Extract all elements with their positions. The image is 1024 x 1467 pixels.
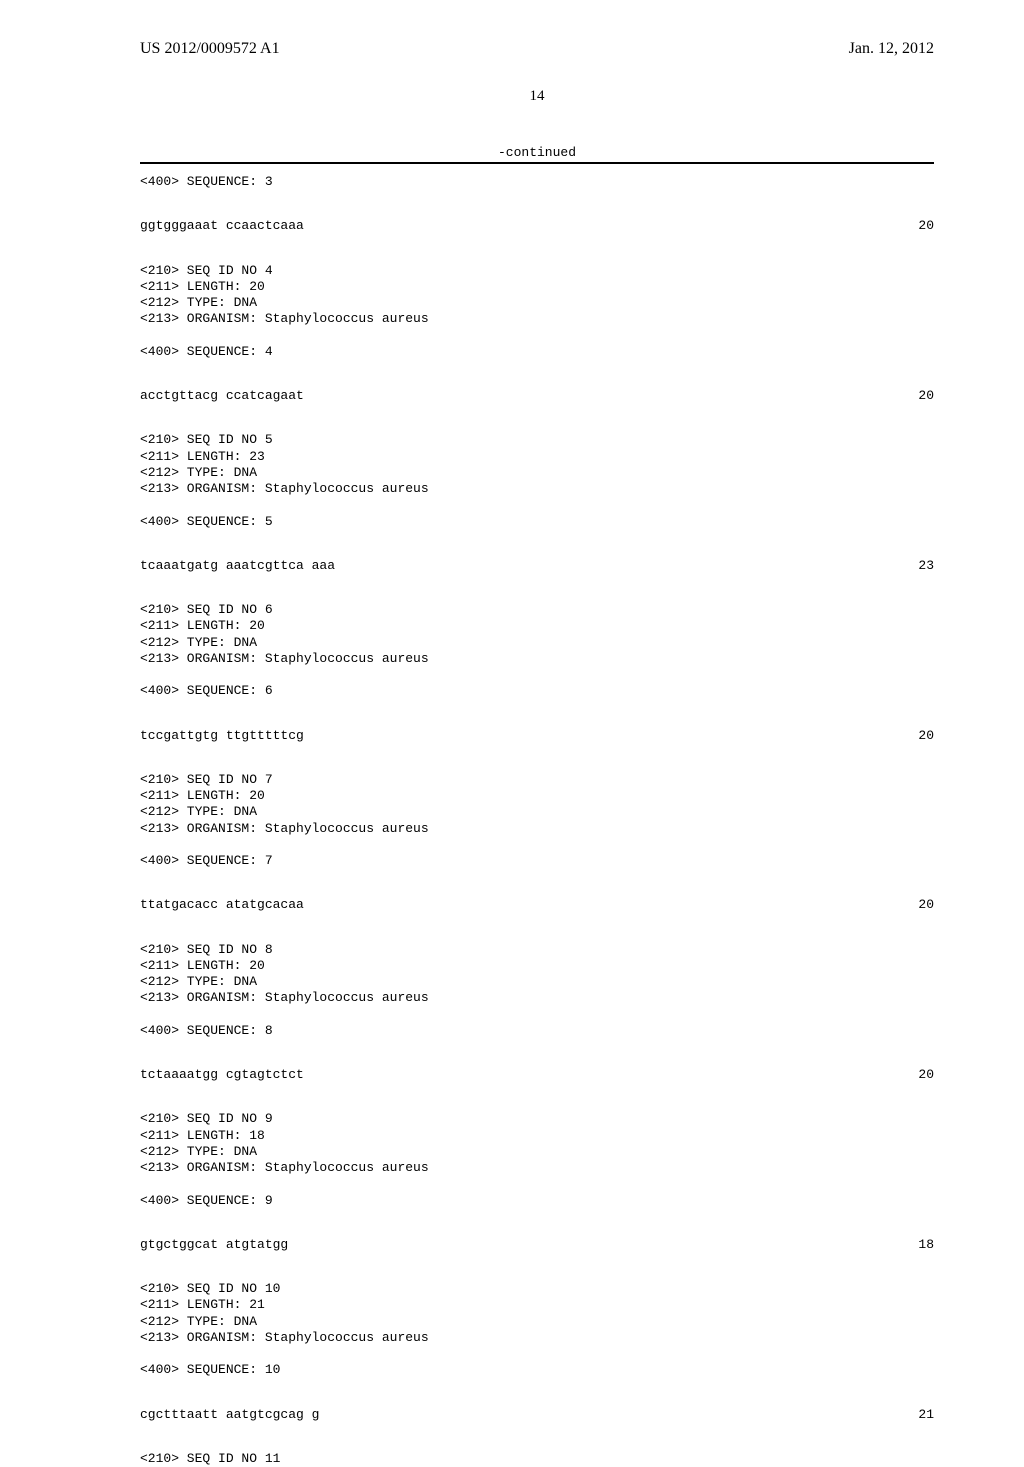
- sequence-meta-line: <213> ORGANISM: Staphylococcus aureus: [140, 990, 934, 1006]
- sequence-block: <400> SEQUENCE: 3: [140, 174, 934, 190]
- sequence-meta-line: <213> ORGANISM: Staphylococcus aureus: [140, 311, 934, 327]
- sequence-block: acctgttacg ccatcagaat 20: [140, 388, 934, 404]
- sequence-meta-line: [140, 1007, 934, 1023]
- sequence-block: ttatgacacc atatgcacaa 20: [140, 897, 934, 913]
- sequence-meta-line: <400> SEQUENCE: 3: [140, 174, 934, 190]
- sequence-position: 23: [894, 558, 934, 574]
- sequence-meta-line: <210> SEQ ID NO 11: [140, 1451, 934, 1467]
- sequence-meta-line: [140, 328, 934, 344]
- sequence-position: 18: [894, 1237, 934, 1253]
- sequence-meta-line: <210> SEQ ID NO 6: [140, 602, 934, 618]
- sequence-block: <210> SEQ ID NO 10<211> LENGTH: 21<212> …: [140, 1281, 934, 1379]
- sequence-block: gtgctggcat atgtatgg 18: [140, 1237, 934, 1253]
- sequence-meta-line: <212> TYPE: DNA: [140, 804, 934, 820]
- horizontal-rule: [140, 162, 934, 164]
- sequence-meta-line: <210> SEQ ID NO 4: [140, 263, 934, 279]
- sequence-row: ttatgacacc atatgcacaa 20: [140, 897, 934, 913]
- sequence-meta-line: <400> SEQUENCE: 4: [140, 344, 934, 360]
- sequence-text: tctaaaatgg cgtagtctct: [140, 1067, 304, 1083]
- sequence-meta-line: <212> TYPE: DNA: [140, 635, 934, 651]
- sequence-meta-line: <213> ORGANISM: Staphylococcus aureus: [140, 481, 934, 497]
- sequence-meta-line: <211> LENGTH: 20: [140, 958, 934, 974]
- sequence-position: 20: [894, 728, 934, 744]
- sequence-row: tcaaatgatg aaatcgttca aaa 23: [140, 558, 934, 574]
- sequence-row: tctaaaatgg cgtagtctct 20: [140, 1067, 934, 1083]
- sequence-meta-line: <211> LENGTH: 20: [140, 788, 934, 804]
- sequence-meta-line: <211> LENGTH: 20: [140, 618, 934, 634]
- sequence-meta-line: <211> LENGTH: 23: [140, 449, 934, 465]
- sequence-meta-line: [140, 1176, 934, 1192]
- sequence-meta-line: [140, 497, 934, 513]
- sequence-block: <210> SEQ ID NO 11: [140, 1451, 934, 1467]
- sequence-block: <210> SEQ ID NO 7<211> LENGTH: 20<212> T…: [140, 772, 934, 870]
- sequence-row: gtgctggcat atgtatgg 18: [140, 1237, 934, 1253]
- page-header: US 2012/0009572 A1 Jan. 12, 2012: [140, 40, 934, 58]
- sequence-text: tcaaatgatg aaatcgttca aaa: [140, 558, 335, 574]
- sequence-meta-line: <210> SEQ ID NO 9: [140, 1111, 934, 1127]
- sequence-position: 20: [894, 1067, 934, 1083]
- page-number: 14: [140, 88, 934, 105]
- sequence-block: <210> SEQ ID NO 9<211> LENGTH: 18<212> T…: [140, 1111, 934, 1209]
- sequence-listing: <400> SEQUENCE: 3 ggtgggaaat ccaactcaaa 20…: [140, 174, 934, 1467]
- sequence-meta-line: <211> LENGTH: 18: [140, 1128, 934, 1144]
- sequence-block: <210> SEQ ID NO 8<211> LENGTH: 20<212> T…: [140, 942, 934, 1040]
- sequence-meta-line: <210> SEQ ID NO 7: [140, 772, 934, 788]
- sequence-block: tctaaaatgg cgtagtctct 20: [140, 1067, 934, 1083]
- sequence-meta-line: <212> TYPE: DNA: [140, 295, 934, 311]
- sequence-row: tccgattgtg ttgtttttcg 20: [140, 728, 934, 744]
- sequence-row: ggtgggaaat ccaactcaaa 20: [140, 218, 934, 234]
- sequence-meta-line: [140, 667, 934, 683]
- sequence-text: ggtgggaaat ccaactcaaa: [140, 218, 304, 234]
- sequence-block: tccgattgtg ttgtttttcg 20: [140, 728, 934, 744]
- sequence-meta-line: <210> SEQ ID NO 5: [140, 432, 934, 448]
- sequence-meta-line: <213> ORGANISM: Staphylococcus aureus: [140, 651, 934, 667]
- sequence-meta-line: <400> SEQUENCE: 7: [140, 853, 934, 869]
- sequence-position: 20: [894, 897, 934, 913]
- sequence-meta-line: <210> SEQ ID NO 10: [140, 1281, 934, 1297]
- sequence-block: tcaaatgatg aaatcgttca aaa 23: [140, 558, 934, 574]
- sequence-meta-line: <400> SEQUENCE: 5: [140, 514, 934, 530]
- sequence-block: <210> SEQ ID NO 5<211> LENGTH: 23<212> T…: [140, 432, 934, 530]
- sequence-meta-line: <212> TYPE: DNA: [140, 1144, 934, 1160]
- sequence-position: 20: [894, 218, 934, 234]
- publication-number: US 2012/0009572 A1: [140, 40, 280, 58]
- sequence-row: acctgttacg ccatcagaat 20: [140, 388, 934, 404]
- sequence-meta-line: [140, 837, 934, 853]
- sequence-row: cgctttaatt aatgtcgcag g 21: [140, 1407, 934, 1423]
- sequence-meta-line: [140, 1346, 934, 1362]
- sequence-text: acctgttacg ccatcagaat: [140, 388, 304, 404]
- sequence-text: tccgattgtg ttgtttttcg: [140, 728, 304, 744]
- sequence-text: gtgctggcat atgtatgg: [140, 1237, 288, 1253]
- sequence-meta-line: <210> SEQ ID NO 8: [140, 942, 934, 958]
- sequence-position: 20: [894, 388, 934, 404]
- sequence-meta-line: <211> LENGTH: 21: [140, 1297, 934, 1313]
- sequence-meta-line: <213> ORGANISM: Staphylococcus aureus: [140, 1330, 934, 1346]
- sequence-meta-line: <211> LENGTH: 20: [140, 279, 934, 295]
- sequence-meta-line: <400> SEQUENCE: 6: [140, 683, 934, 699]
- sequence-meta-line: <213> ORGANISM: Staphylococcus aureus: [140, 821, 934, 837]
- sequence-block: <210> SEQ ID NO 6<211> LENGTH: 20<212> T…: [140, 602, 934, 700]
- sequence-meta-line: <400> SEQUENCE: 9: [140, 1193, 934, 1209]
- sequence-meta-line: <213> ORGANISM: Staphylococcus aureus: [140, 1160, 934, 1176]
- sequence-position: 21: [894, 1407, 934, 1423]
- sequence-block: <210> SEQ ID NO 4<211> LENGTH: 20<212> T…: [140, 263, 934, 361]
- sequence-meta-line: <212> TYPE: DNA: [140, 465, 934, 481]
- continued-label: -continued: [140, 145, 934, 160]
- sequence-meta-line: <400> SEQUENCE: 8: [140, 1023, 934, 1039]
- sequence-meta-line: <212> TYPE: DNA: [140, 974, 934, 990]
- publication-date: Jan. 12, 2012: [849, 40, 934, 58]
- sequence-meta-line: <212> TYPE: DNA: [140, 1314, 934, 1330]
- sequence-block: ggtgggaaat ccaactcaaa 20: [140, 218, 934, 234]
- sequence-text: ttatgacacc atatgcacaa: [140, 897, 304, 913]
- sequence-meta-line: <400> SEQUENCE: 10: [140, 1362, 934, 1378]
- sequence-block: cgctttaatt aatgtcgcag g 21: [140, 1407, 934, 1423]
- sequence-text: cgctttaatt aatgtcgcag g: [140, 1407, 319, 1423]
